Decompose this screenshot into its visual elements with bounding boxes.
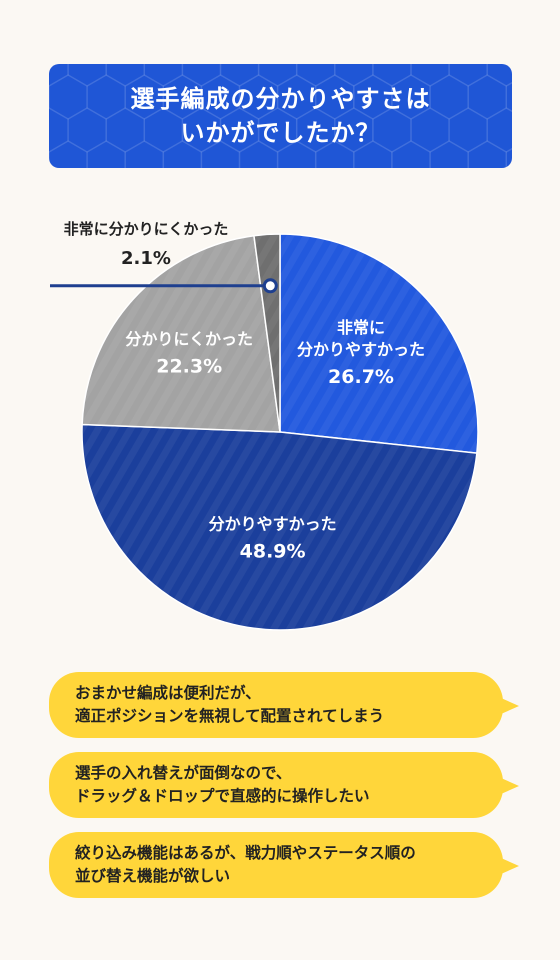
slice-label-1-line-0: 分かりやすかった [209,515,337,534]
hexagon-shape [143,64,184,87]
title-banner: 選手編成の分かりやすさは いかがでしたか？ [49,64,512,168]
hexagon-shape [67,107,107,153]
hexagon-shape [276,140,317,168]
hexagon-shape [467,140,508,168]
hexagon-shape [105,64,146,87]
hexagon-shape [200,140,241,168]
hexagon-shape [353,74,393,120]
hexagon-shape [143,107,184,153]
comment-1-line-1: おまかせ編成は便利だが、 [75,684,261,702]
comment-2-line-2: ドラッグ＆ドロップで直感的に操作したい [75,787,370,805]
hexagon-shape [105,107,146,153]
hexagon-shape [372,107,412,153]
hexagon-shape [410,64,450,87]
hexagon-shape [49,64,69,87]
hexagon-shape [467,74,508,120]
hexagon-shape [86,140,126,168]
hexagon-shape [276,74,317,120]
callout-dot [262,278,278,294]
comment-2-line-1: 選手の入れ替えが面倒なので、 [75,764,292,782]
callout-value: 2.1% [121,248,171,269]
hexagon-shape [295,107,336,153]
hexagon-shape [429,140,469,168]
hexagon-shape [124,74,165,120]
hexagon-shape [219,64,260,87]
hexagon-shape [181,64,222,87]
hexagon-shape [314,140,355,168]
hexagon-shape [505,81,512,113]
bubble-tail [501,858,519,874]
hexagon-shape [429,74,469,120]
hexagon-shape [257,64,298,87]
hexagon-shape [314,74,355,120]
slice-label-0-line-0: 非常に [337,318,385,337]
hexagon-shape [200,74,241,120]
hexagon-shape [372,64,412,87]
hexagon-shape [181,107,222,153]
hexagon-pattern [49,64,512,168]
hexagon-shape [295,64,336,87]
slice-value-0: 26.7% [328,366,394,388]
callout-label: 非常に分かりにくかった [64,220,229,238]
hexagon-shape [219,107,260,153]
bubble-tail [501,698,519,714]
title-line-1: 選手編成の分かりやすさは [130,85,431,113]
hexagon-shape [334,64,374,87]
hexagon-shape [162,74,203,120]
hexagon-shape [162,140,203,168]
comment-3-line-2: 並び替え機能が欲しい [75,867,231,885]
hexagon-shape [49,140,88,168]
hexagon-shape [505,147,512,168]
comment-bubble-2: 選手の入れ替えが面倒なので、 ドラッグ＆ドロップで直感的に操作したい [49,752,519,818]
hexagon-shape [410,107,450,153]
hexagon-shape [486,64,512,87]
hexagon-shape [257,107,298,153]
slice-label-2-line-0: 分かりにくかった [125,329,253,348]
pie-slice-texture-0 [280,234,478,454]
hexagon-shape [448,107,488,153]
hexagon-shape [334,107,374,153]
comment-1-line-2: 適正ポジションを無視して配置されてしまう [75,707,385,725]
hexagon-shape [124,140,165,168]
slice-value-1: 48.9% [240,541,306,563]
hexagon-shape [238,140,279,168]
hexagon-shape [486,107,512,153]
hexagon-shape [67,64,107,87]
hexagon-shape [238,74,279,120]
comment-bubble-3: 絞り込み機能はあるが、戦力順やステータス順の 並び替え機能が欲しい [49,832,519,898]
hexagon-shape [86,74,126,120]
bubble-tail [501,778,519,794]
hexagon-shape [353,140,393,168]
comment-bubble-1: おまかせ編成は便利だが、 適正ポジションを無視して配置されてしまう [49,672,519,738]
hexagon-shape [391,74,431,120]
slice-label-0-line-1: 分かりやすかった [297,340,425,359]
comment-3-line-1: 絞り込み機能はあるが、戦力順やステータス順の [75,844,416,862]
pie-slice-texture-1 [81,424,477,630]
hexagon-shape [49,74,88,120]
title-line-2: いかがでしたか？ [180,119,381,147]
hexagon-shape [448,64,488,87]
hexagon-shape [49,107,69,153]
slice-value-2: 22.3% [156,355,222,377]
hexagon-shape [391,140,431,168]
